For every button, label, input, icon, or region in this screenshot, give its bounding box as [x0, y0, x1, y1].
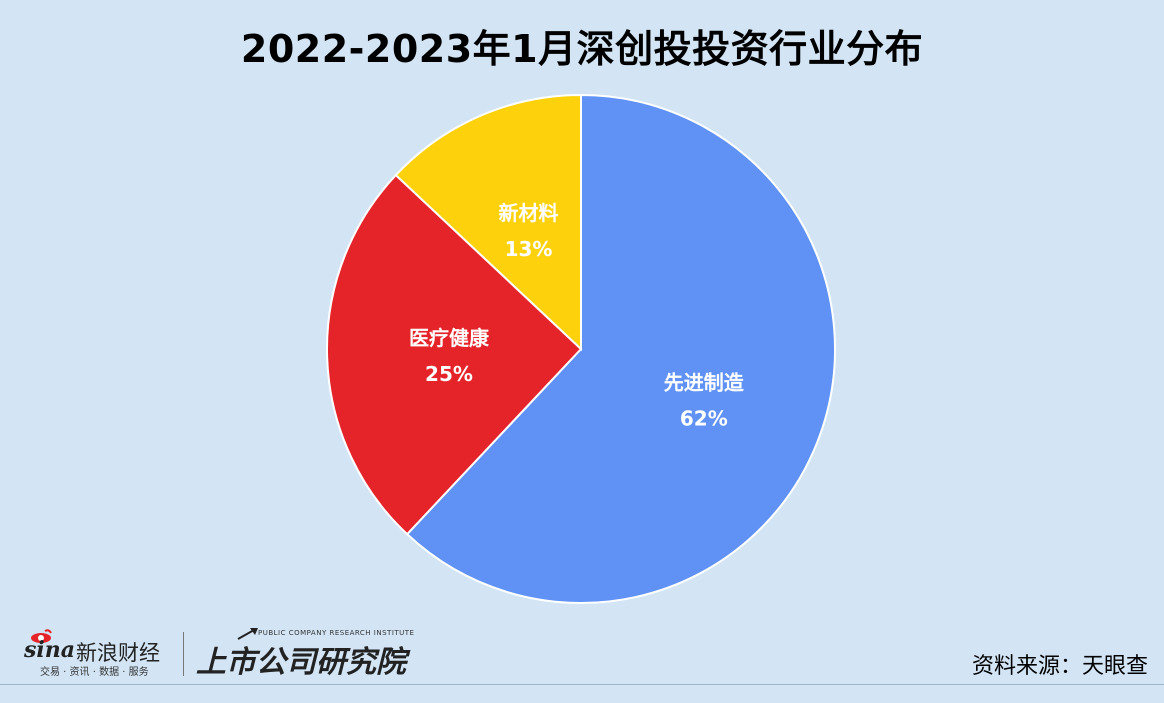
chart-title: 2022-2023年1月深创投投资行业分布 [240, 27, 924, 71]
pie-slices [326, 93, 836, 604]
slice-value-label-0: 62% [680, 407, 728, 431]
research-institute-logo: PUBLIC COMPANY RESEARCH INSTITUTE 上市公司研究… [196, 627, 416, 680]
pie-slice-2 [394, 93, 582, 352]
pie-chart: 先进制造 62% 医疗健康 25% 新材料 13% [326, 93, 836, 604]
footer-divider [0, 684, 1164, 685]
pie-labels: 先进制造 62% 医疗健康 25% 新材料 13% [409, 201, 745, 431]
logo-divider [183, 632, 184, 676]
institute-chinese-name: 上市公司研究院 [196, 645, 406, 680]
slice-value-label-2: 13% [505, 237, 553, 261]
source-note: 资料来源：天眼查 [971, 654, 1148, 679]
sina-wordmark: sina [24, 637, 75, 663]
rising-arrow-icon [237, 628, 258, 640]
sina-finance-tagline: 交易 · 资讯 · 数据 · 服务 [40, 667, 149, 678]
pie-slice-0 [405, 93, 836, 604]
slice-value-label-1: 25% [425, 362, 473, 386]
sina-finance-logo: sina 新浪财经 交易 · 资讯 · 数据 · 服务 [24, 627, 174, 678]
slice-category-label-2: 新材料 [499, 201, 559, 225]
sina-finance-name: 新浪财经 [76, 641, 160, 665]
pie-slice-1 [326, 173, 583, 536]
slice-category-label-0: 先进制造 [664, 371, 745, 395]
slice-category-label-1: 医疗健康 [409, 326, 490, 350]
sina-eye-icon [31, 629, 52, 643]
institute-english-name: PUBLIC COMPANY RESEARCH INSTITUTE [258, 629, 415, 637]
